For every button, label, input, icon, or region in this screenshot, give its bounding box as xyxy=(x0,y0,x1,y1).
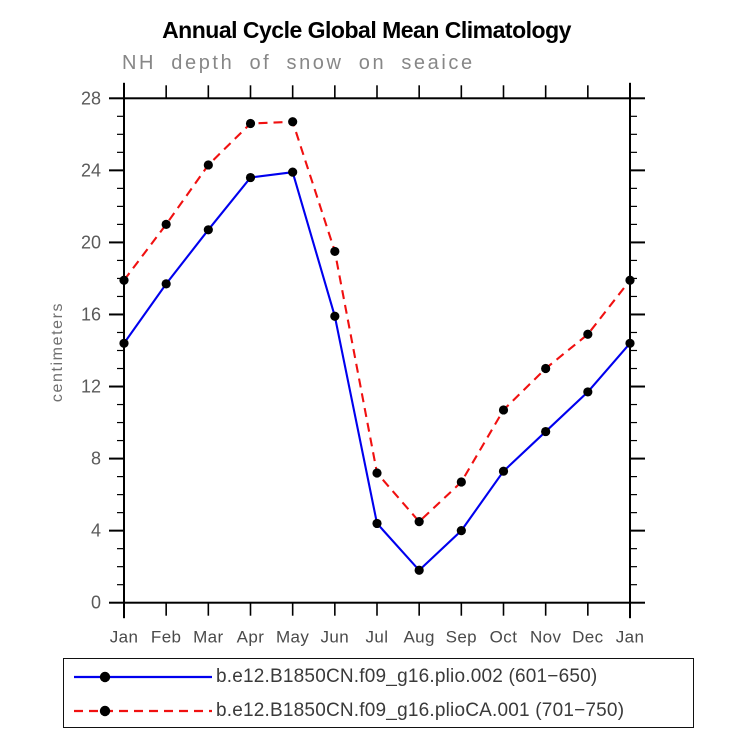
data-point-marker xyxy=(161,279,171,289)
y-tick-label: 4 xyxy=(91,521,101,541)
data-point-marker xyxy=(583,329,593,339)
x-tick-label: Aug xyxy=(403,628,434,647)
legend-item: b.e12.B1850CN.f09_g16.plio.002 (601−650) xyxy=(72,662,693,692)
x-tick-label: Jul xyxy=(366,628,389,647)
y-tick-label: 28 xyxy=(81,88,101,108)
y-tick-label: 20 xyxy=(81,232,101,252)
y-tick-label: 8 xyxy=(91,449,101,469)
legend-marker-dot xyxy=(99,671,111,683)
chart-title: Annual Cycle Global Mean Climatology xyxy=(162,17,571,43)
x-tick-label: Jan xyxy=(616,628,645,647)
data-point-marker xyxy=(245,118,256,129)
data-point-marker xyxy=(583,387,593,397)
data-point-marker xyxy=(119,275,129,285)
data-point-marker xyxy=(414,565,424,575)
data-point-marker xyxy=(245,172,256,183)
data-point-marker xyxy=(541,363,551,374)
x-tick-label: Nov xyxy=(530,628,562,647)
data-point-marker xyxy=(330,311,340,321)
x-tick-label: Jan xyxy=(110,628,139,647)
data-point-marker xyxy=(456,526,466,536)
data-point-marker xyxy=(625,338,635,348)
x-tick-label: Dec xyxy=(572,628,604,647)
data-point-marker xyxy=(498,466,509,476)
legend-item: b.e12.B1850CN.f09_g16.plioCA.001 (701−75… xyxy=(72,696,693,726)
data-point-marker xyxy=(203,160,213,170)
y-tick-label: 12 xyxy=(81,377,101,397)
data-point-marker xyxy=(456,477,466,487)
plot-area: 0 4 8 12 16 20 24 28 Jan Feb Mar Apr May Jun Jul Aug Sep… xyxy=(81,82,645,647)
data-point-marker xyxy=(625,275,635,285)
x-tick-label: Feb xyxy=(151,628,182,647)
data-point-marker xyxy=(498,405,509,415)
x-tick-label: Jun xyxy=(321,628,350,647)
series-line-1 xyxy=(123,120,631,524)
legend-marker-dot xyxy=(99,705,111,717)
legend-box: b.e12.B1850CN.f09_g16.plio.002 (601−650)… xyxy=(63,658,694,728)
data-point-marker xyxy=(288,117,298,127)
data-point-marker xyxy=(414,517,424,527)
x-tick-label: Sep xyxy=(446,628,477,647)
x-tick-label: May xyxy=(276,628,309,647)
y-tick-label: 0 xyxy=(91,593,101,613)
data-point-marker xyxy=(288,167,298,177)
data-point-marker xyxy=(119,338,129,348)
data-point-marker xyxy=(330,246,340,257)
x-tick-label: Oct xyxy=(490,628,518,647)
legend-solid-line-icon xyxy=(74,671,212,683)
legend-label: b.e12.B1850CN.f09_g16.plio.002 (601−650) xyxy=(216,666,598,687)
chart-subtitle: NH depth of snow on seaice xyxy=(122,52,475,74)
data-point-marker xyxy=(203,225,213,235)
data-point-marker xyxy=(372,468,382,478)
y-tick-label: 24 xyxy=(81,160,101,180)
legend-dashed-line-icon xyxy=(74,705,212,717)
y-tick-label: 16 xyxy=(81,304,101,324)
legend-label: b.e12.B1850CN.f09_g16.plioCA.001 (701−75… xyxy=(216,700,625,721)
data-point-marker xyxy=(541,426,551,437)
series-line-0 xyxy=(123,171,631,572)
x-tick-label: Mar xyxy=(193,628,223,647)
x-tick-label: Apr xyxy=(237,628,265,647)
data-point-marker xyxy=(372,518,382,529)
data-point-marker xyxy=(161,219,171,229)
